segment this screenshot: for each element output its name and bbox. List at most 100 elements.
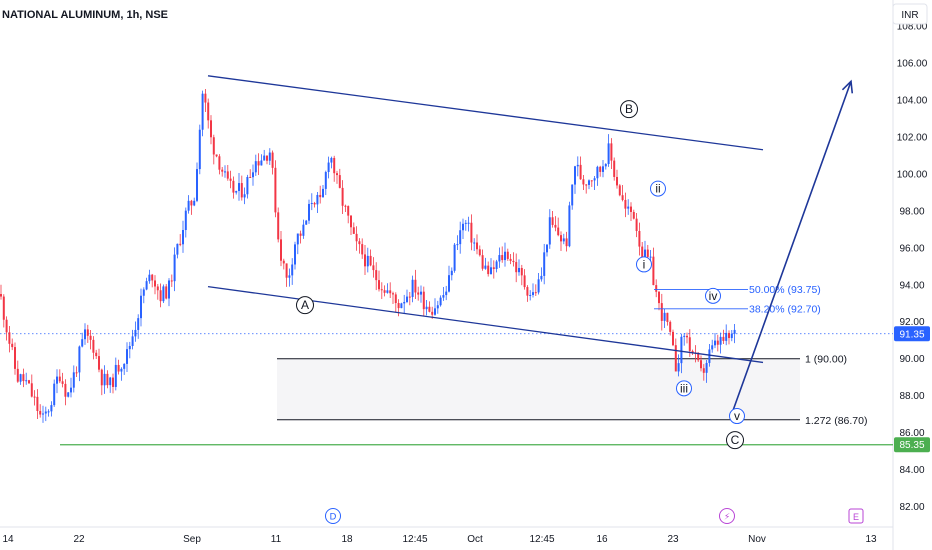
candle [526, 285, 529, 302]
candle [534, 284, 537, 296]
candle-body [75, 372, 78, 374]
candle [529, 290, 532, 301]
candle [473, 238, 476, 251]
currency-label: INR [901, 10, 918, 21]
candle-body [299, 233, 302, 236]
candle-body [638, 230, 641, 247]
candle [14, 342, 16, 375]
candle [571, 184, 574, 210]
candle-body [218, 156, 221, 170]
candle [207, 98, 210, 129]
candle [196, 162, 198, 203]
candle [700, 355, 702, 372]
candle-body [61, 381, 64, 384]
candle [204, 89, 207, 113]
wave-label-iii: iii [676, 380, 692, 397]
candle [296, 233, 299, 255]
candle-body [114, 364, 117, 387]
candle [22, 368, 25, 388]
candle-body [529, 294, 532, 296]
candle-body [403, 301, 406, 304]
candle-body [406, 296, 408, 302]
candle-body [246, 176, 249, 195]
candle [436, 300, 439, 314]
x-tick-label: 12:45 [402, 534, 427, 545]
candle-body [557, 227, 560, 236]
candle-body [677, 363, 680, 372]
candle [464, 219, 467, 231]
time-axis[interactable]: 14 22 Sep 11 18 12:45 Oct 12:45 16 23 Nov 13 [2, 534, 877, 545]
candle-body [588, 180, 590, 185]
candle-body [456, 244, 459, 246]
candle-body [383, 290, 386, 293]
candle [568, 201, 571, 248]
candle [543, 243, 546, 285]
y-tick-label: 90.00 [899, 354, 924, 365]
candle-body [109, 377, 112, 386]
candle-body [156, 286, 159, 291]
candle-body [238, 183, 240, 191]
candle [562, 233, 565, 245]
candle [551, 211, 554, 228]
candle [576, 156, 579, 177]
candle [288, 268, 291, 287]
candle-body [490, 267, 492, 275]
price-tag-box [894, 437, 930, 453]
candle [182, 220, 184, 253]
candle-body [630, 206, 632, 212]
candle-body [347, 206, 350, 216]
currency-button[interactable]: INR [892, 3, 928, 25]
candle [330, 156, 333, 169]
candle [557, 217, 560, 237]
candle-body [646, 249, 649, 257]
retracement-label: 38.20% (92.70) [749, 303, 821, 315]
candle [210, 115, 212, 145]
candle-body [11, 343, 14, 348]
candle [501, 246, 504, 263]
candle [476, 234, 478, 255]
candle-body [140, 295, 142, 319]
candle [142, 287, 145, 304]
candle-body [361, 244, 364, 255]
candle [114, 357, 117, 391]
candle [579, 156, 582, 180]
candle-body [705, 362, 708, 373]
candle [716, 334, 719, 352]
y-tick-label: 94.00 [899, 280, 924, 291]
candle [324, 170, 327, 196]
wave-label-text: ii [655, 182, 660, 196]
candle-body [506, 251, 509, 259]
candle [168, 278, 170, 307]
candle-body [660, 303, 663, 321]
candle-body [212, 137, 215, 155]
candle-body [338, 175, 341, 188]
candle [109, 376, 112, 393]
price-axis[interactable]: 82.00 84.00 86.00 88.00 90.00 92.00 94.00 96.00… [897, 21, 928, 513]
candle [616, 169, 618, 189]
candle [705, 360, 708, 383]
currency-button-frame [892, 3, 928, 25]
candle-body [78, 346, 81, 373]
candle-body [176, 243, 179, 255]
y-tick-label: 84.00 [899, 465, 924, 476]
candle-body [344, 205, 347, 207]
candle [212, 134, 215, 165]
y-tick-label: 88.00 [899, 391, 924, 402]
wave-label-iv: iv [705, 287, 721, 304]
candle-body [341, 187, 344, 206]
event-marker-frame [848, 508, 864, 524]
candle [319, 185, 322, 204]
candle-body [453, 244, 456, 271]
candle [686, 332, 688, 344]
y-tick-label: 104.00 [897, 95, 928, 106]
candle [190, 199, 193, 215]
candle [677, 354, 680, 377]
candle [347, 205, 350, 224]
candle-body [327, 162, 330, 173]
candle [246, 174, 249, 199]
candle [154, 275, 156, 295]
candle-body [240, 183, 243, 198]
price-tag-label: 85.35 [899, 440, 924, 451]
